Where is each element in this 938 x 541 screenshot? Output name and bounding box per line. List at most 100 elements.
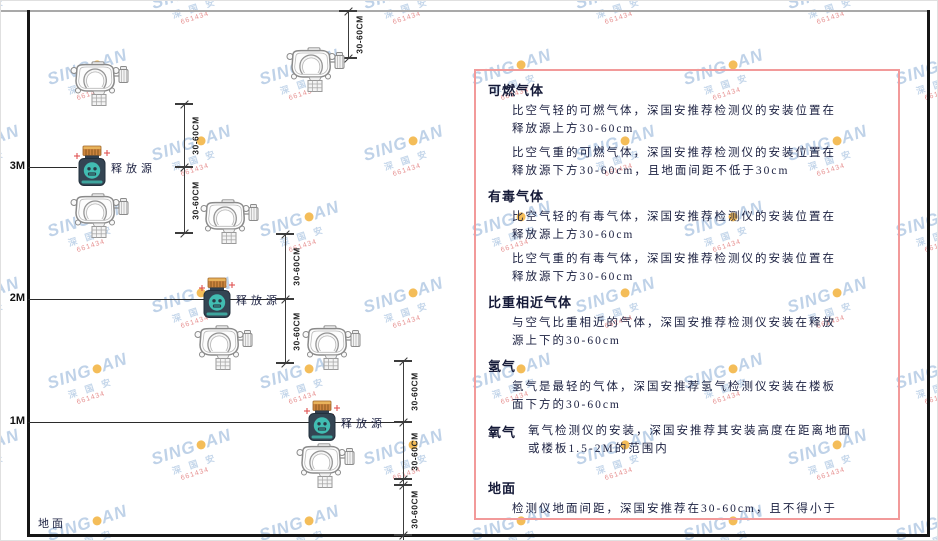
- gas-detector-icon: [283, 47, 347, 95]
- section-body: 检测仪地面间距，深国安推荐在30-60cm，且不得小于30cm，因为过低容易水溅…: [488, 500, 886, 518]
- guideline-paragraph: 比空气轻的有毒气体，深国安推荐检测仪的安装位置在释放源上方30-60cm: [512, 211, 836, 241]
- section-heading: 可燃气体: [488, 83, 545, 98]
- section-heading: 有毒气体: [488, 189, 545, 204]
- gas-detector-icon: [67, 193, 131, 241]
- watermark-cjk: 深 国 安: [490, 520, 558, 540]
- section-body: 氧气检测仪的安装，深国安推荐其安装高度在距离地面或楼板1.5-2M的范围内: [516, 420, 864, 464]
- watermark-cjk: 深 国 安: [66, 376, 115, 401]
- watermark-dot-icon: [90, 362, 103, 375]
- height-label-1m: 1M: [9, 415, 25, 427]
- watermark-red-text: 661434: [179, 466, 211, 483]
- dimension-line: [348, 11, 349, 58]
- watermark-red-text: 661434: [923, 390, 937, 407]
- gas-detector-icon: [191, 325, 255, 373]
- panel-section: 有毒气体 比空气轻的有毒气体，深国安推荐检测仪的安装位置在释放源上方30-60c…: [488, 186, 886, 286]
- watermark-cjk: 深 国 安: [1, 452, 7, 476]
- height-label-2m: 2M: [9, 292, 25, 304]
- panel-section: 可燃气体 比空气轻的可燃气体，深国安推荐检测仪的安装位置在释放源上方30-60c…: [488, 80, 886, 180]
- guideline-paragraph: 比空气重的可燃气体，深国安推荐检测仪的安装位置在释放源下方30-60cm，且地面…: [512, 147, 836, 177]
- watermark-red-text: 661434: [391, 314, 423, 331]
- watermark-cjk: 深 国 安: [278, 520, 346, 540]
- watermark-cjk: 深 国 安: [382, 300, 431, 325]
- release-source-label: 释放源: [111, 163, 156, 175]
- wall-line: [27, 10, 30, 536]
- watermark-red-text: 661434: [75, 390, 107, 407]
- release-source-label: 释放源: [236, 295, 281, 307]
- section-heading: 比重相近气体: [488, 295, 573, 310]
- watermark-red-text: 661434: [179, 10, 211, 27]
- watermark-red-text: 661434: [1, 457, 28, 483]
- watermark-dot-icon: [90, 514, 103, 527]
- watermark-red-text: 661434: [815, 10, 847, 27]
- gas-detector-icon: [197, 199, 261, 247]
- level-line-3m: [28, 167, 77, 168]
- gas-detector-icon: [299, 325, 363, 373]
- watermark-red-text: 661434: [923, 86, 937, 103]
- watermark-dot-icon: [302, 514, 315, 527]
- section-body: 比空气轻的有毒气体，深国安推荐检测仪的安装位置在释放源上方30-60cm 比空气重…: [488, 208, 886, 286]
- dimension-label: 30-60CM: [190, 115, 201, 155]
- watermark-cjk: 深 国 安: [66, 520, 134, 540]
- watermark-cjk: 深 国 安: [914, 520, 937, 540]
- watermark-dot-icon: [406, 286, 419, 299]
- watermark-cjk: 深 国 安: [170, 452, 219, 477]
- watermark-red-text: 661434: [1, 1, 28, 26]
- watermark-red-text: 661434: [923, 238, 937, 255]
- watermark-red-text: 661434: [603, 10, 635, 27]
- level-line-1m: [28, 422, 402, 423]
- height-label-3m: 3M: [9, 160, 25, 172]
- watermark-cjk: 深 国 安: [702, 520, 770, 540]
- watermark-dot-icon: [406, 134, 419, 147]
- dimension-label: 30-60CM: [409, 431, 420, 471]
- release-source-icon: [302, 400, 342, 446]
- release-source-icon: [72, 145, 112, 191]
- guideline-paragraph: 比空气重的有毒气体，深国安推荐检测仪的安装位置在释放源下方30-60cm: [512, 253, 836, 283]
- watermark-red-text: 661434: [391, 10, 423, 27]
- watermark-red-text: 661434: [1, 305, 28, 331]
- gas-detector-icon: [67, 61, 131, 109]
- watermark-cjk: 深 国 安: [382, 148, 431, 173]
- watermark-dot-icon: [194, 438, 207, 451]
- watermark-cjk: 深 国 安: [170, 148, 219, 173]
- watermark-cjk: 深 国 安: [914, 224, 937, 249]
- guideline-panel: 可燃气体 比空气轻的可燃气体，深国安推荐检测仪的安装位置在释放源上方30-60c…: [474, 69, 900, 520]
- right-border-line: [927, 10, 930, 537]
- level-line-2m: [28, 299, 285, 300]
- section-heading: 地面: [488, 481, 517, 496]
- release-source-label: 释放源: [341, 418, 386, 430]
- panel-section: 氧气 氧气检测仪的安装，深国安推荐其安装高度在距离地面或楼板1.5-2M的范围内: [488, 420, 886, 464]
- panel-section: 地面 检测仪地面间距，深国安推荐在30-60cm，且不得小于30cm，因为过低容…: [488, 478, 886, 518]
- panel-section: 氢气 氢气是最轻的气体，深国安推荐氢气检测仪安装在楼板面下方的30-60cm: [488, 356, 886, 414]
- gas-detector-icon: [293, 443, 357, 491]
- watermark-cjk: 深 国 安: [914, 72, 937, 97]
- watermark-red-text: 661434: [391, 162, 423, 179]
- section-body: 与空气比重相近的气体，深国安推荐检测仪安装在释放源上下的30-60cm: [488, 314, 886, 350]
- guideline-paragraph: 氢气是最轻的气体，深国安推荐氢气检测仪安装在楼板面下方的30-60cm: [512, 381, 836, 411]
- section-body: 比空气轻的可燃气体，深国安推荐检测仪的安装位置在释放源上方30-60cm 比空气重…: [488, 102, 886, 180]
- dimension-line: [403, 361, 404, 540]
- guideline-paragraph: 氧气检测仪的安装，深国安推荐其安装高度在距离地面或楼板1.5-2M的范围内: [528, 425, 853, 455]
- panel-section: 比重相近气体 与空气比重相近的气体，深国安推荐检测仪安装在释放源上下的30-60…: [488, 292, 886, 350]
- guideline-paragraph: 比空气轻的可燃气体，深国安推荐检测仪的安装位置在释放源上方30-60cm: [512, 105, 836, 135]
- ground-label: 地面: [38, 518, 66, 530]
- release-source-icon: [197, 277, 237, 323]
- dimension-label: 30-60CM: [291, 246, 302, 286]
- section-heading: 氢气: [488, 359, 517, 374]
- section-body: 氢气是最轻的气体，深国安推荐氢气检测仪安装在楼板面下方的30-60cm: [488, 378, 886, 414]
